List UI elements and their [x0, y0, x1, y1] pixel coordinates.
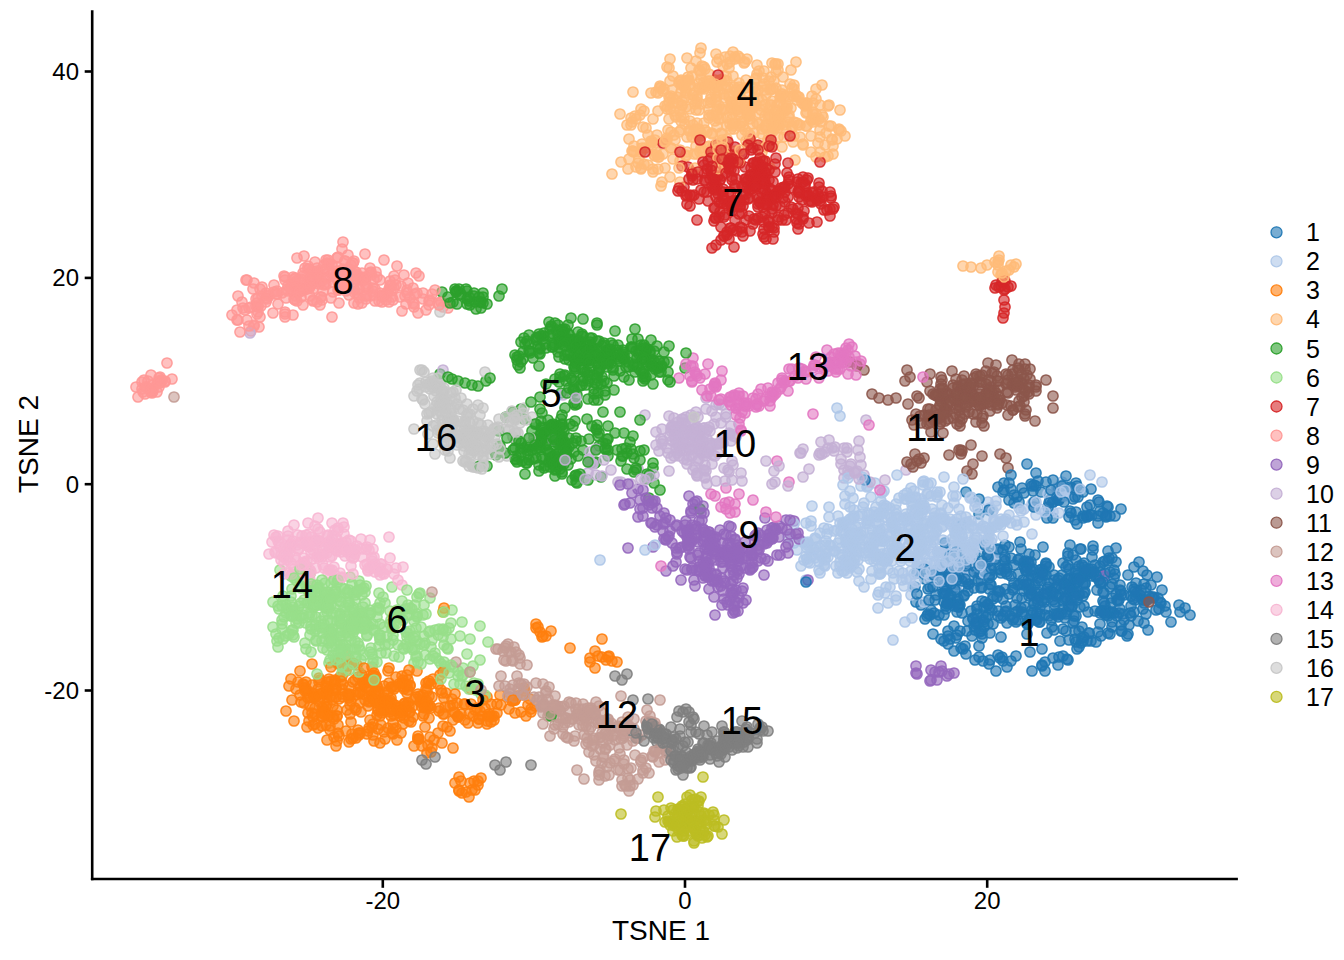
svg-text:10: 10 [1306, 480, 1334, 508]
svg-text:12: 12 [596, 694, 638, 736]
svg-text:1: 1 [1306, 218, 1320, 246]
svg-text:7: 7 [1306, 393, 1320, 421]
svg-text:10: 10 [714, 423, 756, 465]
svg-text:4: 4 [1306, 305, 1320, 333]
svg-text:2: 2 [1306, 247, 1320, 275]
svg-text:9: 9 [1306, 451, 1320, 479]
svg-text:14: 14 [1306, 596, 1334, 624]
svg-text:-20: -20 [44, 677, 79, 704]
svg-text:TSNE 2: TSNE 2 [13, 395, 44, 493]
svg-text:3: 3 [464, 673, 485, 715]
svg-text:6: 6 [1306, 364, 1320, 392]
svg-text:-20: -20 [365, 887, 400, 914]
svg-text:3: 3 [1306, 276, 1320, 304]
svg-text:16: 16 [415, 417, 457, 459]
svg-text:15: 15 [1306, 625, 1334, 653]
svg-text:17: 17 [1306, 683, 1334, 711]
svg-text:0: 0 [678, 887, 691, 914]
svg-text:11: 11 [1306, 509, 1332, 537]
svg-text:TSNE 1: TSNE 1 [612, 915, 710, 946]
svg-text:4: 4 [736, 72, 757, 114]
svg-text:15: 15 [721, 700, 763, 742]
svg-text:20: 20 [974, 887, 1001, 914]
svg-text:7: 7 [722, 182, 743, 224]
svg-text:17: 17 [629, 827, 671, 869]
svg-text:13: 13 [787, 346, 829, 388]
svg-text:5: 5 [1306, 335, 1320, 363]
svg-text:14: 14 [271, 564, 313, 606]
svg-text:8: 8 [1306, 422, 1320, 450]
svg-text:5: 5 [540, 373, 561, 415]
svg-text:0: 0 [66, 471, 79, 498]
svg-text:6: 6 [386, 599, 407, 641]
svg-text:12: 12 [1306, 538, 1334, 566]
svg-text:9: 9 [738, 514, 759, 556]
svg-text:8: 8 [332, 260, 353, 302]
svg-text:1: 1 [1018, 612, 1039, 654]
svg-text:20: 20 [52, 264, 79, 291]
svg-text:2: 2 [894, 527, 915, 569]
svg-text:16: 16 [1306, 654, 1334, 682]
svg-text:13: 13 [1306, 567, 1334, 595]
svg-text:40: 40 [52, 58, 79, 85]
svg-text:11: 11 [906, 407, 945, 449]
